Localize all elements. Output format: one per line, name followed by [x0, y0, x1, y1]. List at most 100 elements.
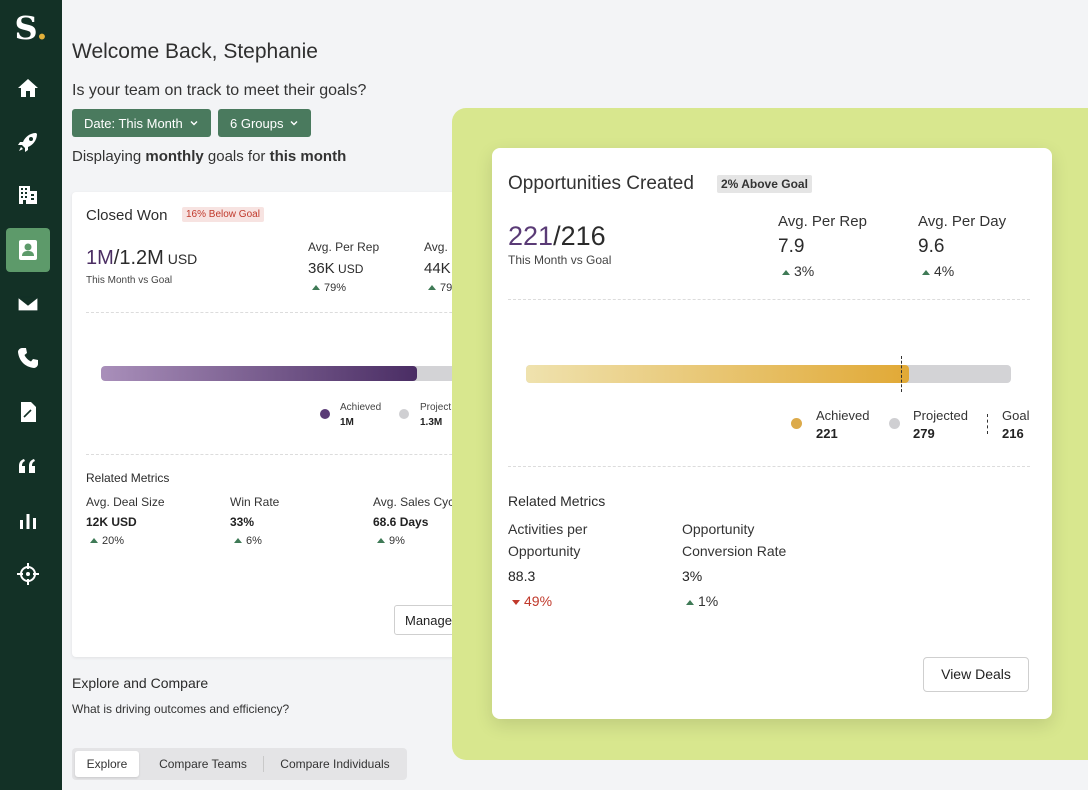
avg-per-day-value: 44K — [424, 260, 451, 277]
projected-legend-value: 279 — [913, 426, 935, 441]
avg-per-rep-value: 36K USD — [308, 260, 364, 277]
metric-label: Win Rate — [230, 495, 280, 509]
arrow-up-icon — [312, 285, 320, 290]
building-icon — [19, 186, 37, 204]
avg-per-day-label: Avg. — [424, 240, 448, 254]
metric-delta: 1% — [686, 593, 718, 609]
metric-value: 3% — [682, 568, 703, 584]
crosshair-icon — [17, 563, 39, 585]
explore-title: Explore and Compare — [72, 675, 209, 691]
page-subtitle: Is your team on track to meet their goal… — [72, 82, 367, 99]
page-title: Welcome Back, Stephanie — [72, 40, 318, 63]
arrow-up-icon — [234, 538, 242, 543]
nav-phone[interactable] — [6, 336, 50, 380]
tab-explore[interactable]: Explore — [75, 751, 139, 777]
achieved-legend-dot — [791, 418, 802, 429]
achieved-legend-dot — [320, 409, 330, 419]
arrow-up-icon — [90, 538, 98, 543]
chevron-down-icon — [190, 121, 198, 126]
arrow-up-icon — [428, 285, 436, 290]
tab-compare-teams[interactable]: Compare Teams — [159, 757, 247, 771]
goal-marker — [901, 356, 902, 392]
quote-icon — [19, 459, 35, 473]
closed-won-progress-bar — [101, 366, 492, 381]
closed-won-progress-fill — [101, 366, 417, 381]
logo-letter: S — [14, 9, 37, 47]
achieved-legend-value: 221 — [816, 426, 838, 441]
avg-per-day-delta: 79 — [428, 282, 452, 294]
arrow-down-icon — [512, 600, 520, 605]
groups-filter-label: 6 Groups — [230, 115, 284, 131]
opportunities-title: Opportunities Created — [508, 173, 694, 194]
achieved-legend-value: 1M — [340, 417, 354, 428]
goal-legend-label: Goal — [1002, 408, 1030, 423]
opportunities-created-card[interactable]: Opportunities Created 2% Above Goal 221/… — [492, 148, 1052, 719]
opportunities-progress-fill — [526, 365, 910, 383]
divider — [86, 312, 492, 313]
status-badge: 2% Above Goal — [717, 175, 812, 193]
avg-per-day-label: Avg. Per Day — [918, 213, 1007, 230]
closed-won-subtitle: This Month vs Goal — [86, 275, 173, 286]
arrow-up-icon — [686, 600, 694, 605]
nav-document[interactable] — [6, 390, 50, 434]
metric-value: 68.6 Days — [373, 515, 429, 529]
projected-legend-label: Project — [420, 402, 452, 413]
status-badge: 16% Below Goal — [182, 207, 264, 222]
metric-label: Opportunity Conversion Rate — [682, 521, 787, 559]
bar-chart-icon — [20, 514, 36, 529]
avg-per-day-value: 9.6 — [918, 236, 945, 257]
opportunities-subtitle: This Month vs Goal — [508, 253, 612, 267]
logo-dot: . — [36, 9, 48, 47]
home-icon — [18, 79, 38, 97]
document-icon — [21, 402, 36, 422]
projected-legend-dot — [399, 409, 409, 419]
arrow-up-icon — [377, 538, 385, 543]
groups-filter-button[interactable]: 6 Groups — [218, 109, 312, 137]
nav-mail[interactable] — [6, 282, 50, 326]
metric-delta: 20% — [90, 535, 124, 547]
metric-label: Avg. Sales Cyc — [373, 495, 455, 509]
tab-separator — [263, 756, 264, 772]
user-icon — [19, 240, 37, 260]
nav-home[interactable] — [6, 66, 50, 110]
phone-icon — [18, 348, 38, 368]
rocket-icon — [18, 133, 37, 152]
closed-won-card[interactable]: Closed Won 16% Below Goal 1M/1.2M USD Th… — [72, 192, 492, 657]
related-metrics-title: Related Metrics — [508, 493, 606, 509]
divider — [508, 466, 1030, 467]
goal-legend-marker — [987, 414, 988, 434]
avg-per-rep-label: Avg. Per Rep — [778, 213, 867, 230]
nav-building[interactable] — [6, 173, 50, 217]
goal-legend-value: 216 — [1002, 426, 1024, 441]
avg-per-rep-value: 7.9 — [778, 236, 805, 257]
metric-delta: 6% — [234, 535, 262, 547]
app-logo[interactable]: S. — [0, 8, 62, 48]
arrow-up-icon — [922, 270, 930, 275]
metric-delta: 9% — [377, 535, 405, 547]
nav-target[interactable] — [6, 552, 50, 596]
view-deals-button[interactable]: View Deals — [923, 657, 1029, 692]
metric-value: 12K USD — [86, 515, 137, 529]
nav-reports[interactable] — [6, 498, 50, 542]
date-filter-button[interactable]: Date: This Month — [72, 109, 211, 137]
metric-label: Avg. Deal Size — [86, 495, 165, 509]
arrow-up-icon — [782, 270, 790, 275]
closed-won-total: 1M/1.2M USD — [86, 247, 198, 269]
projected-legend-label: Projected — [913, 408, 968, 423]
date-filter-label: Date: This Month — [84, 115, 183, 131]
chevron-down-icon — [290, 121, 298, 126]
mail-icon — [17, 296, 39, 312]
tab-compare-individuals[interactable]: Compare Individuals — [280, 757, 390, 771]
explore-tabs: Explore Compare Teams Compare Individual… — [72, 748, 407, 780]
avg-per-rep-delta: 3% — [782, 263, 814, 279]
avg-per-rep-label: Avg. Per Rep — [308, 240, 380, 254]
achieved-legend-label: Achieved — [340, 402, 382, 413]
nav-rocket[interactable] — [6, 120, 50, 164]
displaying-text: Displaying monthly goals for this month — [72, 148, 347, 165]
nav-contacts[interactable] — [6, 228, 50, 272]
divider — [86, 454, 492, 455]
metric-value: 88.3 — [508, 568, 536, 584]
metric-value: 33% — [230, 515, 255, 529]
projected-legend-value: 1.3M — [420, 417, 443, 428]
nav-quotes[interactable] — [6, 444, 50, 488]
